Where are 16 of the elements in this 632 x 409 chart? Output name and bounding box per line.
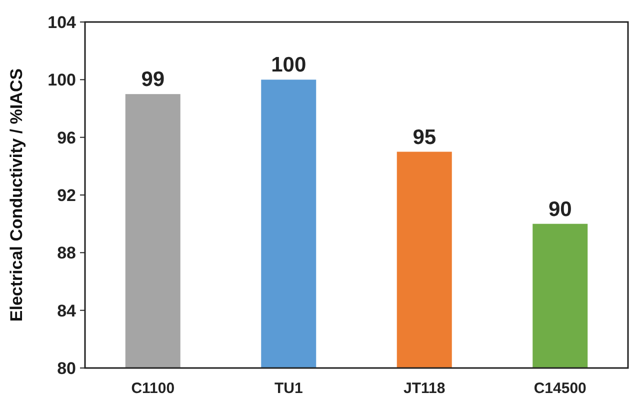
y-tick-label: 88 (57, 244, 76, 263)
y-tick-label: 96 (57, 128, 76, 148)
y-tick-label: 80 (57, 358, 76, 378)
data-label: 100 (271, 54, 306, 77)
x-tick-label: C1100 (131, 380, 175, 397)
data-label: 90 (548, 198, 572, 221)
x-tick-label: TU1 (274, 380, 303, 397)
x-tick-label: C14500 (534, 380, 586, 397)
y-tick-label: 104 (48, 12, 77, 32)
y-tick-label: 84 (57, 301, 77, 320)
data-label: 95 (412, 126, 436, 149)
y-tick-label: 92 (57, 186, 76, 205)
x-tick-label: JT118 (404, 380, 446, 397)
y-axis-title: Electrical Conductivity / %IACS (7, 68, 26, 322)
data-label: 99 (141, 68, 165, 92)
y-tick-label: 100 (48, 70, 76, 90)
